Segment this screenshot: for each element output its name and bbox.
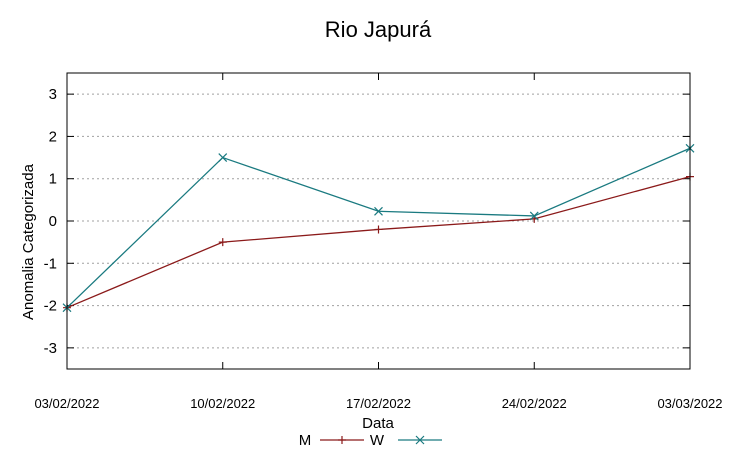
x-axis-label: Data xyxy=(362,415,394,432)
series-m-point xyxy=(218,238,227,247)
legend-marker-w xyxy=(415,435,425,445)
series-w-point xyxy=(218,153,228,162)
y-tick-label: 1 xyxy=(49,171,57,188)
chart-title: Rio Japurá xyxy=(325,17,432,42)
y-tick-label: -1 xyxy=(44,255,57,272)
y-tick-label: -3 xyxy=(44,340,57,357)
series-m xyxy=(63,172,694,312)
legend-label-m: M xyxy=(299,432,312,449)
y-axis-label: Anomalia Categorizada xyxy=(20,163,37,320)
y-tick-label: 2 xyxy=(49,128,57,145)
y-axis-ticks: 3 2 1 0 -1 -2 -3 xyxy=(44,86,690,357)
x-tick-label: 24/02/2022 xyxy=(502,396,567,411)
grid-lines xyxy=(67,93,690,349)
x-tick-label: 10/02/2022 xyxy=(190,396,255,411)
series-group xyxy=(62,143,695,313)
y-tick-label: 3 xyxy=(49,86,57,103)
legend-marker-m xyxy=(338,436,346,444)
x-tick-label: 17/02/2022 xyxy=(346,396,411,411)
series-w-point xyxy=(529,211,539,221)
plot-area-border xyxy=(66,72,691,370)
x-tick-label: 03/02/2022 xyxy=(34,396,99,411)
x-axis-ticks: 03/02/2022 10/02/2022 17/02/2022 24/02/2022… xyxy=(34,73,723,411)
legend-label-w: W xyxy=(370,432,385,449)
x-tick-label: 03/03/2022 xyxy=(657,396,722,411)
series-w-point xyxy=(374,206,383,216)
y-tick-label: 0 xyxy=(49,213,57,230)
series-m-line xyxy=(66,175,691,309)
series-m-point xyxy=(374,225,383,234)
y-tick-label: -2 xyxy=(44,298,57,315)
